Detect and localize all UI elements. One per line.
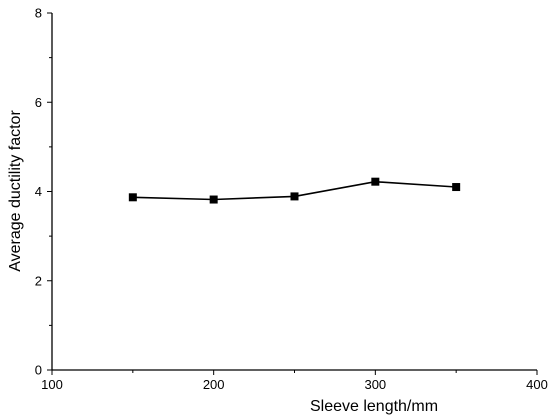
y-tick-label: 6	[35, 95, 42, 110]
x-tick-label: 400	[526, 377, 548, 392]
y-tick-label: 2	[35, 273, 42, 288]
y-tick-label: 4	[35, 184, 42, 199]
x-tick-label: 200	[203, 377, 225, 392]
series	[128, 177, 461, 204]
x-tick-label: 300	[364, 377, 386, 392]
axes	[51, 13, 537, 371]
y-tick-label: 8	[35, 6, 42, 21]
ticks: 100 200 300 400 0 2 4 6 8	[35, 6, 548, 393]
y-tick-label: 0	[35, 363, 42, 378]
x-axis-title: Sleeve length/mm	[310, 398, 438, 415]
data-point	[371, 177, 380, 186]
data-point	[128, 193, 137, 202]
data-point	[290, 192, 299, 201]
y-axis-title: Average ductility factor	[7, 110, 24, 272]
data-point	[209, 195, 218, 204]
data-point	[452, 183, 461, 192]
x-tick-label: 100	[41, 377, 63, 392]
